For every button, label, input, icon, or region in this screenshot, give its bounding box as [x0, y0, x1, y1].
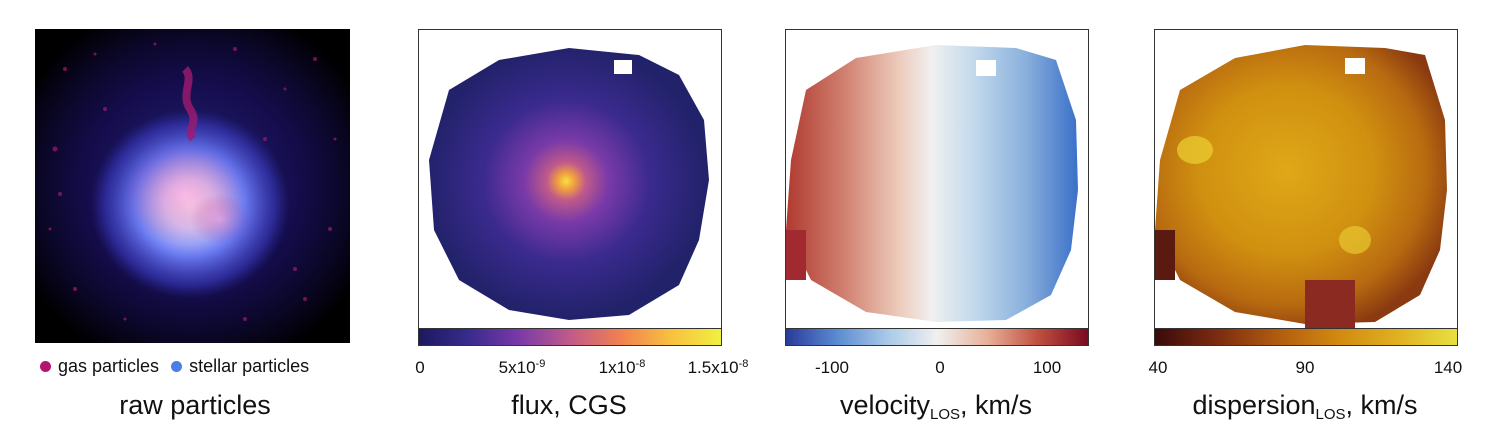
- gas-legend-dot: [40, 361, 51, 372]
- flux-caption: flux, CGS: [511, 390, 627, 420]
- dispersion-tick-0: 40: [1148, 358, 1168, 377]
- velocity-tick-2: 100: [1032, 358, 1062, 377]
- flux-tick-2: 1x10-8: [598, 358, 646, 377]
- raw-particles-caption: raw particles: [119, 390, 271, 420]
- dispersion-tick-1: 90: [1295, 358, 1315, 377]
- velocity-colorbar: [785, 328, 1089, 346]
- flux-colorbar: [418, 328, 722, 346]
- velocity-map: [785, 29, 1089, 331]
- dispersion-caption: dispersionLOS, km/s: [1192, 390, 1418, 423]
- particle-legend: gas particles stellar particles: [40, 356, 309, 377]
- flux-map: [418, 29, 722, 331]
- gas-legend-label: gas particles: [58, 356, 160, 376]
- velocity-tick-1: 0: [935, 358, 945, 377]
- velocity-tick-0: -100: [814, 358, 850, 377]
- dispersion-colorbar: [1154, 328, 1458, 346]
- stellar-legend-dot: [171, 361, 183, 372]
- flux-tick-3: 1.5x10-8: [687, 358, 749, 377]
- raw-particles-image: [35, 29, 350, 343]
- flux-tick-1: 5x10-9: [498, 358, 546, 377]
- dispersion-tick-2: 140: [1433, 358, 1463, 377]
- velocity-caption: velocityLOS, km/s: [839, 390, 1033, 423]
- dispersion-map: [1154, 29, 1458, 331]
- flux-tick-0: 0: [415, 358, 425, 377]
- stellar-legend-label: stellar particles: [189, 356, 310, 376]
